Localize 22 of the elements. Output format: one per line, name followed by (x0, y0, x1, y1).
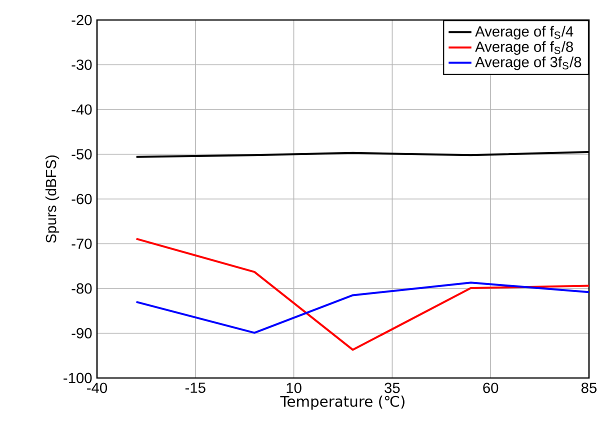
y-tick-label: -30 (72, 60, 92, 70)
x-tick-label: 10 (286, 382, 302, 394)
y-tick-label: -60 (72, 194, 92, 204)
x-tick-label: -15 (185, 382, 206, 393)
y-tick-label: -70 (72, 238, 92, 249)
line-series (135, 282, 589, 334)
y-tick-label: -20 (72, 14, 92, 26)
y-tick-label: -90 (72, 328, 92, 338)
y-tick-label: -40 (72, 104, 92, 115)
y-tick-label: -80 (72, 283, 92, 294)
legend-label: Average of f$_{S}$/8 (475, 41, 573, 55)
legend-label: Average of 3f$_{S}$/8 (475, 56, 582, 70)
x-tick-label: -40 (87, 382, 108, 394)
y-tick-label: -50 (72, 149, 92, 160)
x-tick-label: 35 (384, 382, 400, 394)
y-axis-title: Spurs (dBFS) (45, 156, 60, 243)
x-tick-label: 85 (581, 382, 597, 394)
y-tick-label: -100 (64, 372, 92, 384)
x-tick-label: 60 (483, 382, 498, 394)
legend-label: Average of f$_{S}$/4 (475, 26, 574, 40)
x-axis-title: Temperature (℃) (280, 396, 404, 410)
line-series (135, 238, 589, 351)
